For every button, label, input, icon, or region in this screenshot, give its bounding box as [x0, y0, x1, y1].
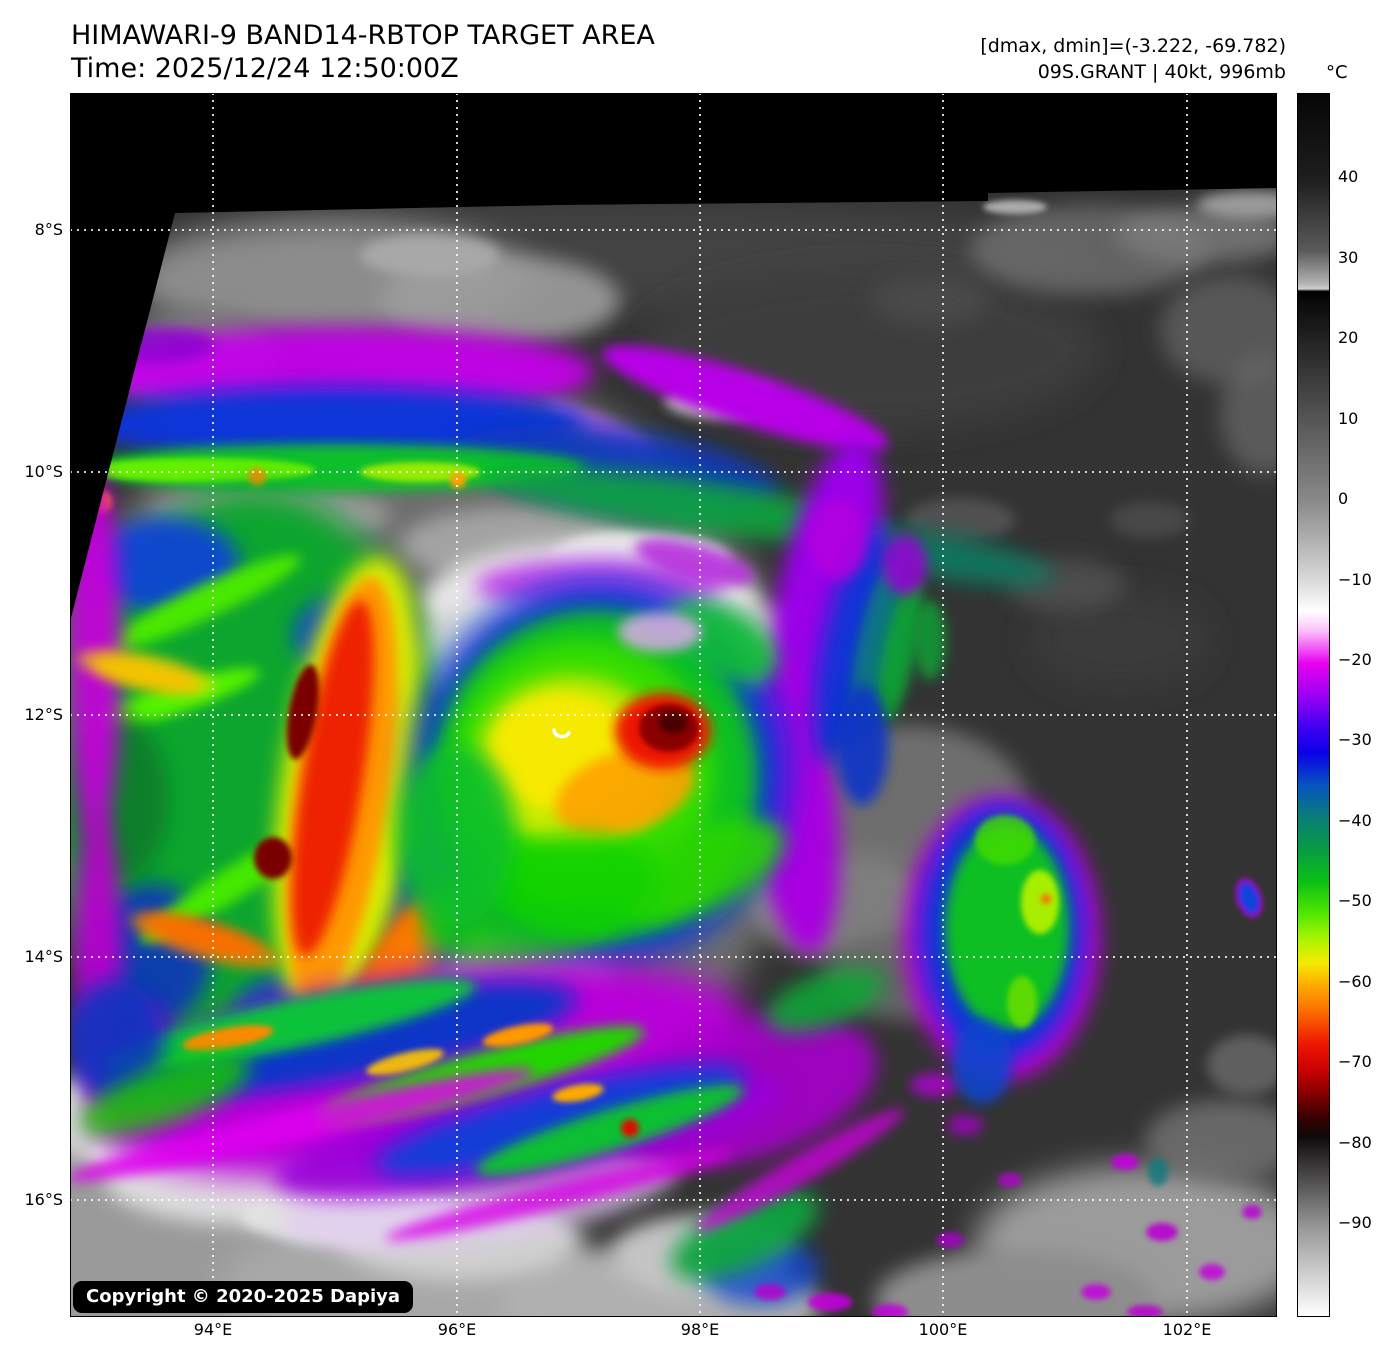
- colorbar-tick: −90: [1338, 1213, 1372, 1232]
- lat-tick: 14°S: [24, 947, 63, 966]
- colorbar-tick: 40: [1338, 167, 1359, 186]
- storm-info: 09S.GRANT | 40kt, 996mb: [1037, 61, 1286, 83]
- plot-frame: [70, 93, 1277, 1317]
- colorbar-tick: −70: [1338, 1052, 1372, 1071]
- colorbar-tick: −50: [1338, 891, 1372, 910]
- colorbar-tick: 10: [1338, 409, 1359, 428]
- satellite-image: [70, 93, 1277, 1317]
- colorbar-tick: 20: [1338, 328, 1359, 347]
- colorbar-unit-label: °C: [1326, 62, 1348, 83]
- lat-tick: 12°S: [24, 705, 63, 724]
- lat-tick: 10°S: [24, 462, 63, 481]
- gridlines: [70, 93, 1277, 1317]
- lat-tick: 16°S: [24, 1190, 63, 1209]
- colorbar-tick: −80: [1338, 1133, 1372, 1152]
- lon-tick: 96°E: [437, 1320, 477, 1339]
- page-title: HIMAWARI-9 BAND14-RBTOP TARGET AREA: [71, 20, 655, 51]
- lon-tick: 98°E: [680, 1320, 720, 1339]
- header-right: [dmax, dmin]=(-3.222, -69.782) 09S.GRANT…: [980, 33, 1286, 85]
- central-dense-overcast: [395, 538, 788, 966]
- satellite-map: [70, 93, 1277, 1317]
- southeast-convective-blob: [904, 796, 1100, 1104]
- colorbar-tick: −30: [1338, 730, 1372, 749]
- timestamp: Time: 2025/12/24 12:50:00Z: [71, 53, 459, 84]
- lon-tick: 94°E: [193, 1320, 233, 1339]
- copyright-badge: Copyright © 2020-2025 Dapiya: [73, 1281, 414, 1313]
- colorbar-tick: 0: [1338, 489, 1349, 508]
- south-rainband: [70, 962, 983, 1305]
- colorbar-tick: −60: [1338, 972, 1372, 991]
- colorbar-tick: −40: [1338, 811, 1372, 830]
- north-rainband: [85, 327, 1054, 586]
- dmax-dmin-readout: [dmax, dmin]=(-3.222, -69.782): [980, 35, 1286, 57]
- colorbar-tick: −20: [1338, 650, 1372, 669]
- colorbar-tick: −10: [1338, 570, 1372, 589]
- lon-tick: 100°E: [918, 1320, 968, 1339]
- colorbar-gradient: [1297, 93, 1330, 1317]
- colorbar-tick: 30: [1338, 248, 1359, 267]
- storm-center-marker: [552, 728, 571, 739]
- lon-tick: 102°E: [1162, 1320, 1212, 1339]
- lat-tick: 8°S: [34, 220, 63, 239]
